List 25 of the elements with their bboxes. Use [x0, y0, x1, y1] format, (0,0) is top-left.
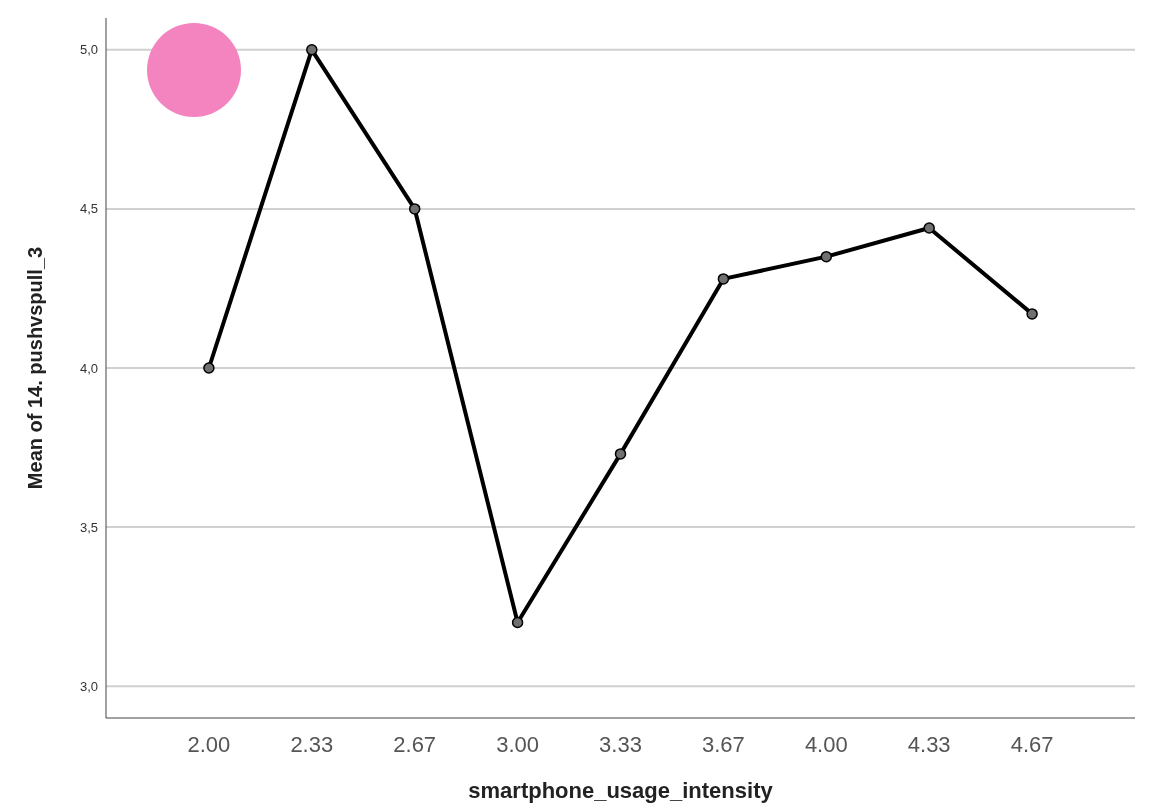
y-tick-label: 4,5: [79, 201, 98, 217]
y-tick-label: 3,5: [79, 519, 98, 535]
x-axis-title: smartphone_usage_intensity: [468, 778, 774, 803]
point: [717, 273, 730, 285]
x-tick-label: 4.33: [907, 732, 951, 757]
y-tick-label: 3,0: [79, 678, 98, 694]
x-tick-label: 2.33: [290, 732, 334, 757]
y-axis-title: Mean of 14. pushvspull_3: [24, 246, 46, 490]
x-tick-label: 2.67: [393, 732, 437, 757]
x-tick-label: 4.67: [1010, 732, 1054, 757]
y-tick-label: 4,0: [79, 360, 98, 376]
point: [820, 250, 833, 263]
y-tick-label: 5,0: [79, 42, 98, 58]
x-tick-label: 3.00: [496, 732, 540, 757]
x-tick-label: 3.33: [599, 732, 642, 757]
x-tick-label: 3.67: [701, 732, 745, 757]
point: [306, 44, 318, 56]
point: [1026, 308, 1038, 320]
x-tick-label: 4.00: [804, 732, 848, 757]
point: [203, 362, 215, 374]
point: [511, 616, 524, 629]
point: [408, 203, 421, 215]
point: [923, 222, 935, 234]
point: [614, 448, 627, 460]
x-tick-label: 2.00: [187, 732, 231, 757]
